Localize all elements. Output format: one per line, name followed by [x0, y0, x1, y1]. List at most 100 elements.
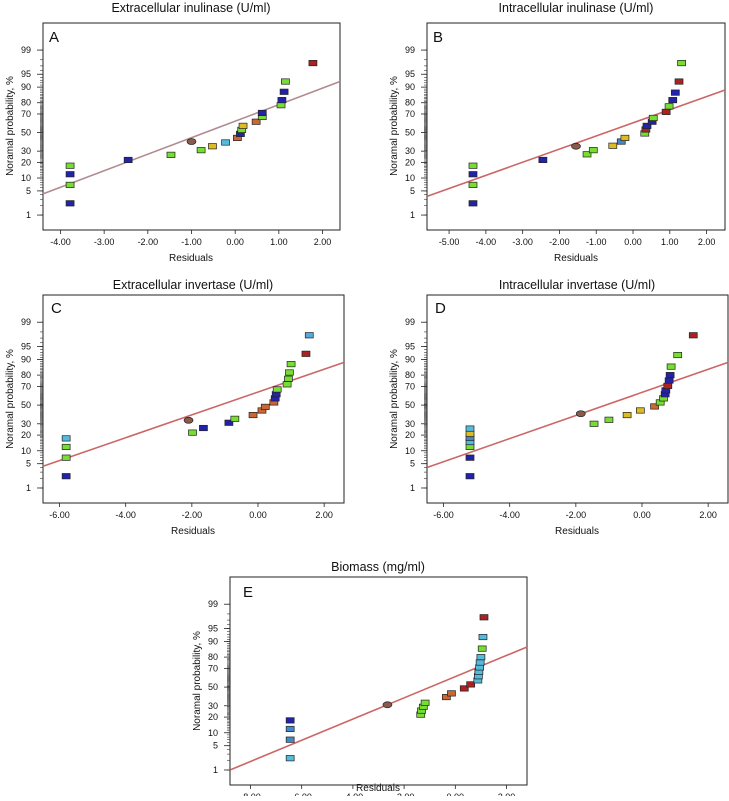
- y-tick-label: 95: [21, 341, 31, 351]
- data-point: [286, 755, 294, 760]
- data-point: [476, 660, 484, 665]
- y-tick-label: 70: [208, 663, 218, 673]
- data-point: [675, 79, 683, 84]
- y-tick-label: 30: [405, 146, 415, 156]
- y-tick-label: 80: [405, 370, 415, 380]
- data-point: [667, 364, 675, 369]
- data-point: [466, 473, 474, 478]
- data-point: [66, 201, 74, 206]
- x-tick-label: -2.00: [549, 237, 570, 247]
- data-point: [309, 60, 317, 65]
- y-tick-label: 95: [405, 69, 415, 79]
- data-point: [199, 425, 207, 430]
- data-point: [231, 416, 239, 421]
- x-tick-label: -2.00: [394, 792, 415, 796]
- x-tick-label: 2.00: [699, 510, 717, 520]
- plot-frame: [230, 577, 527, 785]
- y-tick-label: 80: [405, 98, 415, 108]
- data-point: [469, 172, 477, 177]
- chart-title: Intracellular invertase (U/ml): [499, 278, 655, 292]
- y-tick-label: 90: [21, 82, 31, 92]
- data-point: [539, 157, 547, 162]
- chart-title: Intracellular inulinase (U/ml): [499, 1, 654, 15]
- data-point: [621, 135, 629, 140]
- y-tick-label: 80: [21, 370, 31, 380]
- y-tick-label: 5: [213, 741, 218, 751]
- data-point: [662, 109, 670, 114]
- x-tick-label: 0.00: [624, 237, 642, 247]
- plot-frame: [427, 295, 728, 503]
- x-tick-label: -2.00: [182, 510, 203, 520]
- data-point: [383, 702, 392, 708]
- data-point: [167, 152, 175, 157]
- y-tick-label: 20: [21, 157, 31, 167]
- data-point: [62, 473, 70, 478]
- data-point: [273, 387, 281, 392]
- data-point: [197, 147, 205, 152]
- y-tick-label: 80: [208, 652, 218, 662]
- y-tick-label: 95: [21, 69, 31, 79]
- y-axis-label: Noramal probability, %: [389, 76, 400, 176]
- data-point: [678, 60, 686, 65]
- y-tick-label: 10: [208, 728, 218, 738]
- data-point: [572, 143, 581, 149]
- data-point: [421, 700, 429, 705]
- y-tick-label: 10: [405, 173, 415, 183]
- chart-title: Extracellular inulinase (U/ml): [111, 1, 270, 15]
- data-point: [466, 431, 474, 436]
- x-tick-label: 2.00: [314, 237, 332, 247]
- data-point: [281, 79, 289, 84]
- plot-frame: [427, 23, 725, 230]
- y-tick-label: 99: [21, 317, 31, 327]
- data-point: [689, 333, 697, 338]
- y-tick-label: 90: [405, 82, 415, 92]
- y-tick-label: 95: [208, 623, 218, 633]
- data-point: [278, 97, 286, 102]
- data-point: [664, 383, 672, 388]
- data-point: [62, 444, 70, 449]
- y-tick-label: 1: [410, 483, 415, 493]
- y-tick-label: 70: [21, 109, 31, 119]
- x-tick-label: -6.00: [433, 510, 454, 520]
- data-point: [674, 352, 682, 357]
- data-point: [589, 147, 597, 152]
- chart-title: Extracellular invertase (U/ml): [113, 278, 273, 292]
- panel-d: Intracellular invertase (U/ml) D Residua…: [389, 278, 728, 537]
- y-tick-label: 70: [405, 109, 415, 119]
- x-tick-label: -8.00: [240, 792, 261, 796]
- data-point: [286, 718, 294, 723]
- x-tick-label: -1.00: [586, 237, 607, 247]
- y-tick-label: 1: [26, 483, 31, 493]
- data-point: [222, 140, 230, 145]
- x-tick-label: -4.00: [50, 237, 71, 247]
- data-point: [285, 370, 293, 375]
- fit-line: [43, 82, 340, 194]
- y-tick-label: 10: [21, 446, 31, 456]
- y-tick-label: 5: [26, 186, 31, 196]
- data-point: [665, 104, 673, 109]
- y-tick-label: 80: [21, 98, 31, 108]
- y-tick-label: 20: [21, 430, 31, 440]
- data-point: [447, 691, 455, 696]
- data-point: [283, 382, 291, 387]
- data-point: [466, 455, 474, 460]
- y-tick-label: 30: [405, 419, 415, 429]
- data-point: [187, 139, 196, 145]
- panel-letter: A: [49, 29, 59, 46]
- data-point: [208, 144, 216, 149]
- data-point: [184, 417, 193, 423]
- y-tick-label: 10: [21, 173, 31, 183]
- y-tick-label: 99: [21, 45, 31, 55]
- chart-title: Biomass (mg/ml): [331, 560, 425, 574]
- x-tick-label: -4.00: [115, 510, 136, 520]
- y-tick-label: 99: [208, 599, 218, 609]
- data-point: [249, 412, 257, 417]
- data-point: [62, 436, 70, 441]
- y-tick-label: 30: [208, 701, 218, 711]
- panel-e: Biomass (mg/ml) E Residuals Noramal prob…: [192, 560, 527, 796]
- x-tick-label: 1.00: [270, 237, 288, 247]
- panel-letter: E: [243, 584, 253, 601]
- plot-frame: [43, 23, 340, 230]
- y-tick-label: 70: [21, 381, 31, 391]
- y-tick-label: 50: [405, 128, 415, 138]
